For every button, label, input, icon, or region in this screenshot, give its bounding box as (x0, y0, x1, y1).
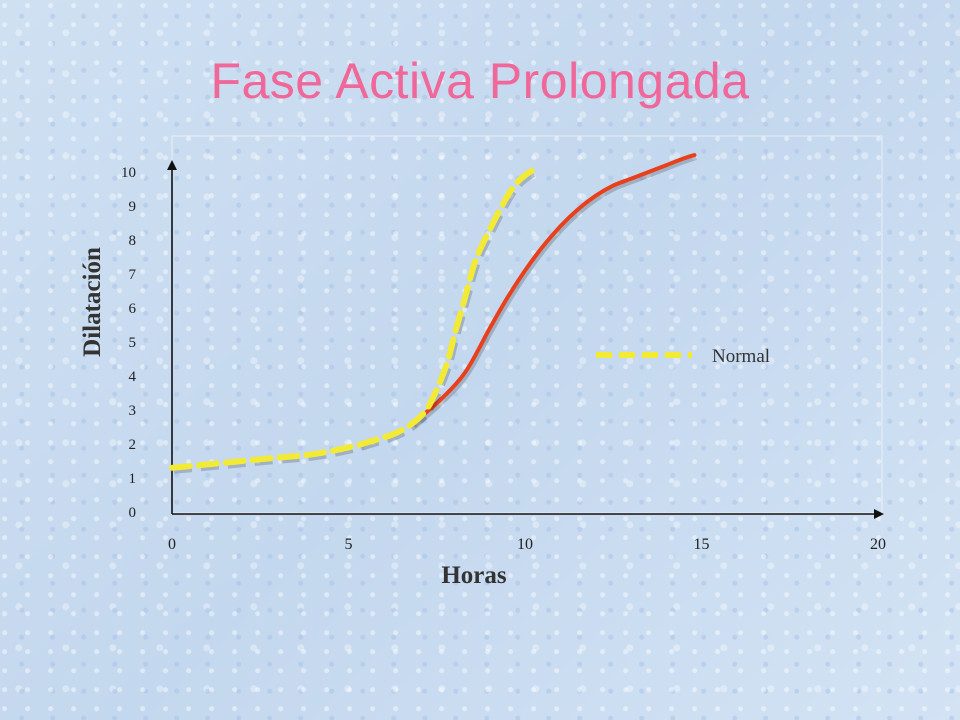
y-tick-label: 4 (129, 369, 137, 385)
y-tick-label: 2 (129, 437, 137, 453)
x-tick-label: 20 (870, 536, 886, 553)
x-tick-labels: 0 5 10 15 20 (168, 536, 886, 553)
y-tick-label: 10 (121, 165, 136, 181)
y-axis-arrow (167, 160, 177, 170)
y-axis-label: Dilatación (79, 247, 106, 357)
legend: Normal (596, 346, 770, 367)
x-tick-label: 5 (345, 536, 353, 553)
x-tick-label: 10 (517, 536, 533, 553)
y-tick-label: 6 (129, 301, 137, 317)
y-tick-label: 9 (129, 199, 137, 215)
x-tick-label: 0 (168, 536, 176, 553)
series-line-shadow-0 (173, 169, 540, 474)
series-line-prolonged (410, 153, 697, 426)
legend-label-normal: Normal (712, 346, 770, 367)
y-tick-label: 1 (129, 471, 137, 487)
x-tick-label: 15 (694, 536, 710, 553)
y-tick-label: 8 (129, 233, 137, 249)
series-line-normal (169, 165, 539, 471)
x-axis-arrow (874, 509, 884, 519)
series-line-shadow-1 (412, 156, 698, 429)
series-layer (169, 153, 698, 474)
y-tick-labels: 0 1 2 3 4 5 6 7 8 9 10 (121, 165, 137, 521)
y-tick-label: 0 (129, 505, 137, 521)
y-tick-label: 3 (129, 403, 137, 419)
y-tick-label: 5 (129, 335, 137, 351)
y-tick-label: 7 (129, 267, 137, 283)
x-axis-label: Horas (441, 562, 507, 589)
page-title: Fase Activa Prolongada (210, 53, 750, 109)
